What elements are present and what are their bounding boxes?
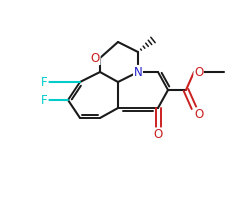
Text: O: O [194, 108, 203, 121]
Text: F: F [41, 75, 48, 88]
Text: F: F [41, 94, 48, 106]
Text: N: N [134, 66, 142, 78]
Text: O: O [194, 66, 203, 78]
Text: O: O [91, 51, 100, 64]
Text: O: O [153, 128, 163, 141]
